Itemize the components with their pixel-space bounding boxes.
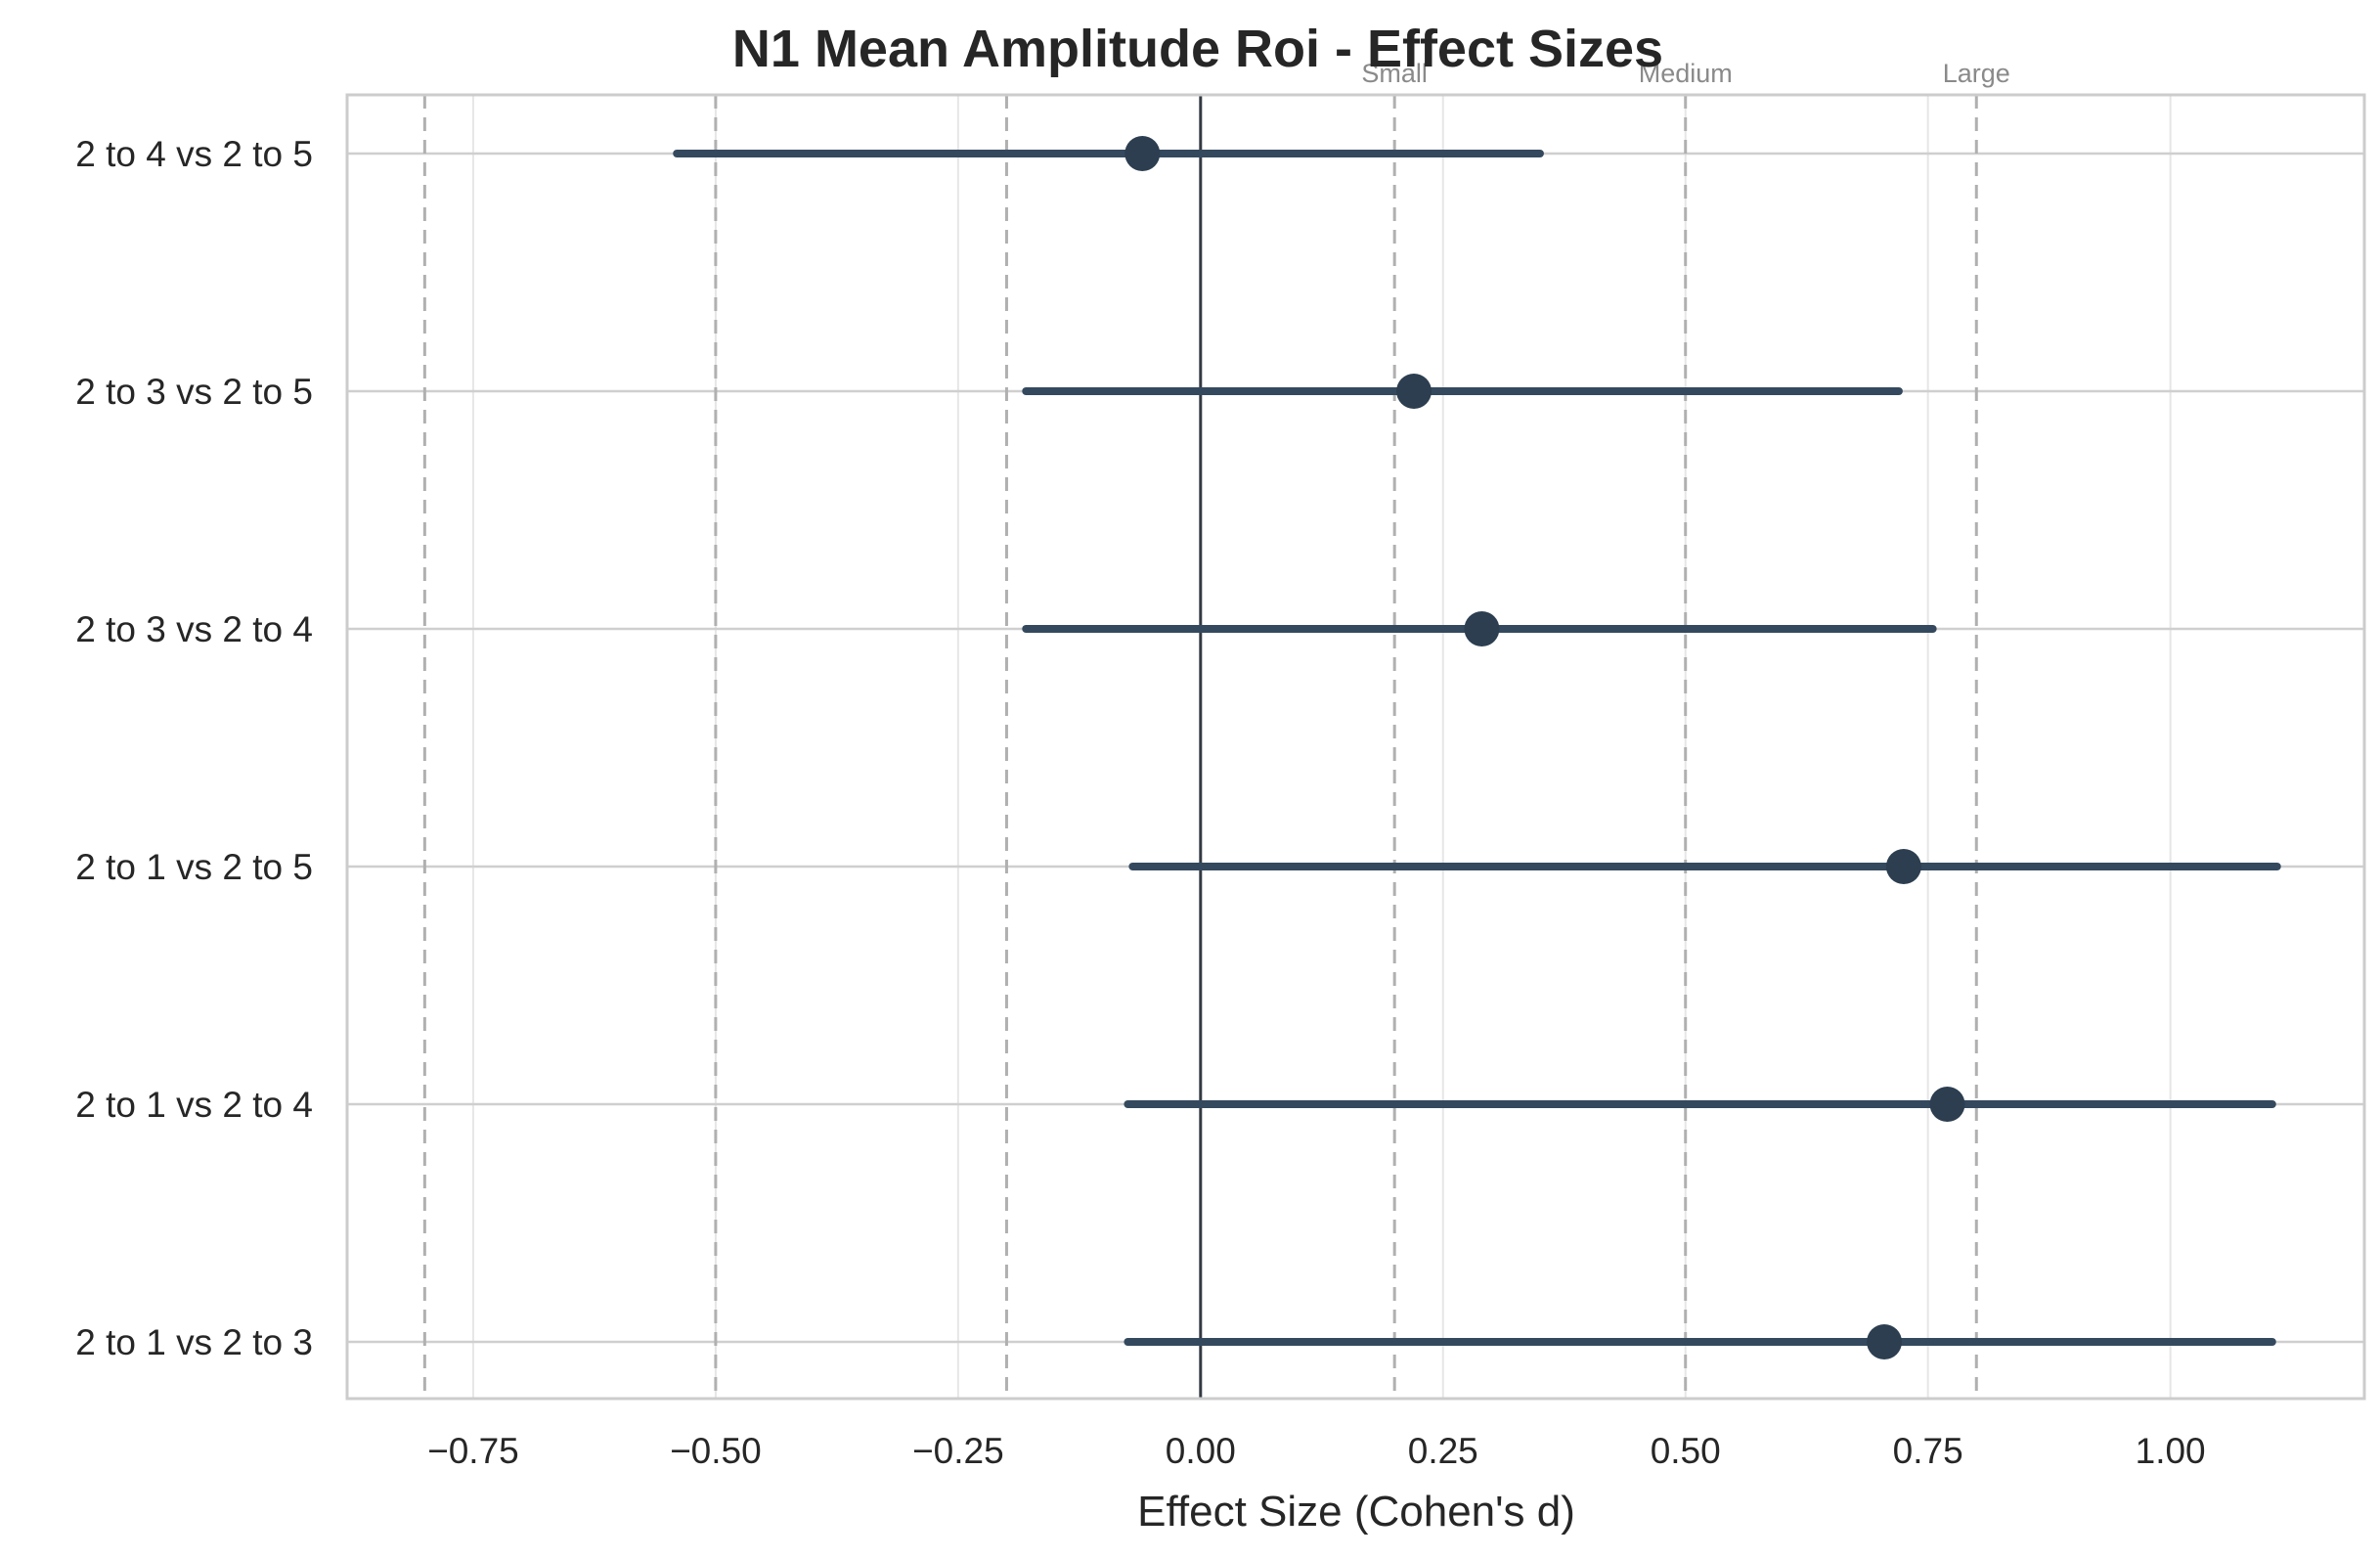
x-tick-label-6: 0.75 [1893, 1431, 1963, 1471]
effect-points [1124, 136, 1965, 1359]
effect-point-3 [1885, 849, 1921, 884]
y-tick-label-1: 2 to 3 vs 2 to 5 [75, 372, 313, 412]
y-tick-label-0: 2 to 4 vs 2 to 5 [75, 134, 313, 174]
reference-label-large: Large [1943, 59, 2010, 88]
x-axis-label: Effect Size (Cohen's d) [1137, 1488, 1575, 1536]
reference-label-small: Small [1361, 59, 1428, 88]
y-tick-label-2: 2 to 3 vs 2 to 4 [75, 609, 313, 649]
x-tick-label-3: 0.00 [1166, 1431, 1236, 1471]
effect-point-0 [1124, 136, 1161, 171]
plot-frame [345, 93, 2366, 1401]
x-tick-label-4: 0.25 [1408, 1431, 1478, 1471]
y-tick-label-3: 2 to 1 vs 2 to 5 [75, 847, 313, 887]
effect-point-1 [1396, 374, 1432, 409]
reference-lines [422, 95, 1978, 1399]
x-tick-labels: −0.75 −0.50 −0.25 0.00 0.25 0.50 0.75 1.00 [427, 1431, 2206, 1471]
chart-title: N1 Mean Amplitude Roi - Effect Sizes [732, 20, 1663, 78]
x-tick-label-1: −0.50 [670, 1431, 762, 1471]
reference-label-medium: Medium [1639, 59, 1733, 88]
y-tick-label-4: 2 to 1 vs 2 to 4 [75, 1085, 313, 1125]
confidence-intervals [673, 150, 2281, 1346]
reference-labels: Small Medium Large [1361, 59, 2009, 88]
x-tick-label-0: −0.75 [427, 1431, 519, 1471]
x-tick-label-2: −0.25 [912, 1431, 1004, 1471]
y-tick-label-5: 2 to 1 vs 2 to 3 [75, 1322, 313, 1362]
effect-point-4 [1929, 1087, 1965, 1122]
y-tick-labels: 2 to 4 vs 2 to 5 2 to 3 vs 2 to 5 2 to 3 v… [75, 134, 313, 1362]
effect-point-2 [1464, 611, 1500, 646]
x-tick-label-7: 1.00 [2136, 1431, 2206, 1471]
x-tick-label-5: 0.50 [1651, 1431, 1721, 1471]
effect-point-5 [1867, 1324, 1903, 1359]
